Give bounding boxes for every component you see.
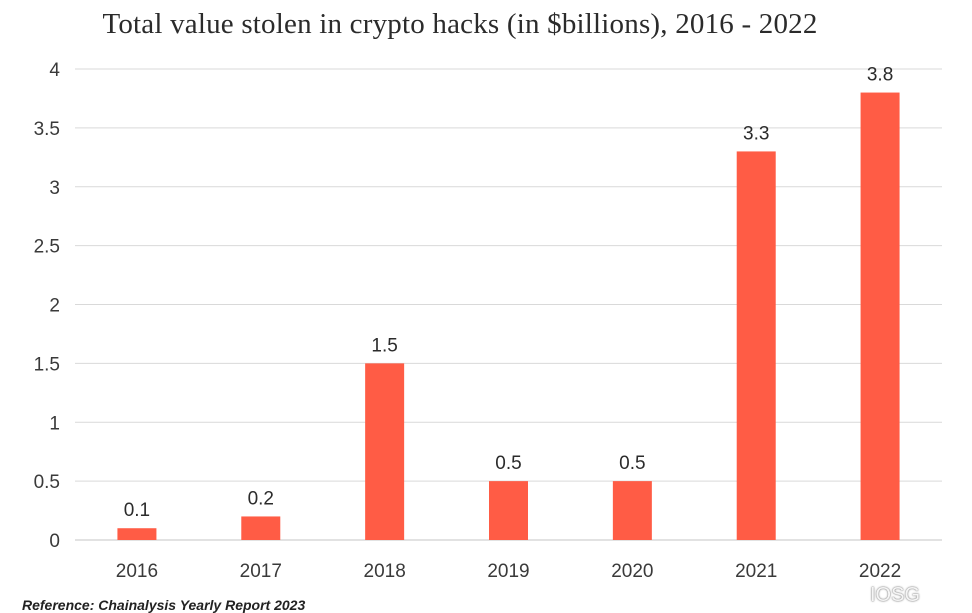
- chart-title: Total value stolen in crypto hacks (in $…: [102, 8, 818, 40]
- data-labels: 0.1 0.2 1.5 0.5 0.5 3.3 3.8: [124, 65, 894, 522]
- y-tick-label: 3.5: [34, 119, 60, 140]
- bar-2019: [489, 481, 528, 540]
- y-tick-label: 1.5: [34, 354, 60, 375]
- watermark: IOSG: [846, 584, 920, 607]
- x-tick-label-2017: 2017: [240, 561, 282, 582]
- y-tick-label: 4: [49, 60, 60, 81]
- y-tick-label: 3: [49, 178, 60, 199]
- x-tick-label-2021: 2021: [735, 561, 777, 582]
- bar-2020: [612, 481, 652, 540]
- x-tick-label-2019: 2019: [487, 561, 529, 582]
- bar-2016: [117, 528, 157, 540]
- y-tick-label: 2: [49, 296, 60, 317]
- y-tick-label: 1: [49, 413, 60, 434]
- data-label-2017: 0.2: [248, 488, 274, 509]
- bar-2017: [241, 516, 281, 540]
- wechat-icon: [846, 587, 868, 603]
- data-label-2019: 0.5: [495, 453, 521, 474]
- x-tick-label-2016: 2016: [116, 561, 158, 582]
- x-tick-label-2022: 2022: [859, 561, 901, 582]
- reference-note: Reference: Chainalysis Yearly Report 202…: [22, 597, 306, 613]
- bar-2022: [860, 92, 900, 541]
- watermark-text: IOSG: [870, 584, 921, 606]
- y-axis-ticks: 0 0.5 1 1.5 2 2.5 3 3.5 4: [34, 60, 61, 552]
- data-label-2020: 0.5: [619, 453, 645, 474]
- bar-2018: [365, 363, 405, 540]
- x-tick-label-2018: 2018: [364, 561, 406, 582]
- bar-2021: [736, 151, 776, 541]
- x-axis-ticks: 2016 2017 2018 2019 2020 2021 2022: [116, 561, 901, 582]
- y-tick-label: 2.5: [34, 237, 60, 258]
- data-label-2022: 3.8: [867, 65, 893, 86]
- data-label-2016: 0.1: [124, 500, 150, 521]
- bars: [117, 92, 900, 541]
- y-tick-label: 0: [49, 531, 60, 552]
- x-tick-label-2020: 2020: [611, 561, 653, 582]
- data-label-2021: 3.3: [743, 123, 769, 144]
- data-label-2018: 1.5: [371, 335, 397, 356]
- y-tick-label: 0.5: [34, 472, 60, 493]
